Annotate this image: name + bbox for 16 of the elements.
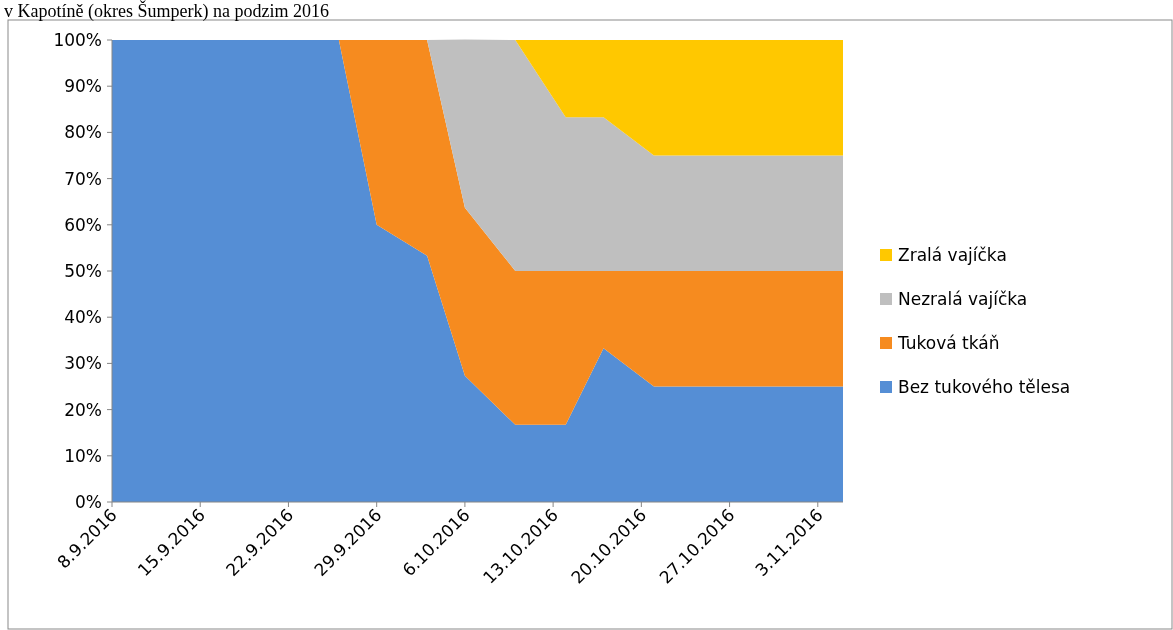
legend-label: Nezralá vajíčka <box>898 288 1028 309</box>
legend-label: Tuková tkáň <box>897 332 1000 353</box>
y-tick-label: 60% <box>64 214 102 235</box>
y-tick-label: 90% <box>64 76 102 97</box>
y-tick-label: 40% <box>64 307 102 328</box>
y-tick-label: 100% <box>53 29 102 50</box>
y-tick-label: 0% <box>75 491 102 512</box>
y-tick-label: 80% <box>64 122 102 143</box>
chart-title: v Kapotíně (okres Šumperk) na podzim 2016 <box>4 0 329 22</box>
y-tick-label: 10% <box>64 445 102 466</box>
y-tick-label: 30% <box>64 353 102 374</box>
y-tick-label: 70% <box>64 168 102 189</box>
y-tick-label: 20% <box>64 399 102 420</box>
legend-label: Zralá vajíčka <box>898 244 1007 265</box>
y-tick-label: 50% <box>64 260 102 281</box>
legend-label: Bez tukového tělesa <box>898 376 1071 397</box>
